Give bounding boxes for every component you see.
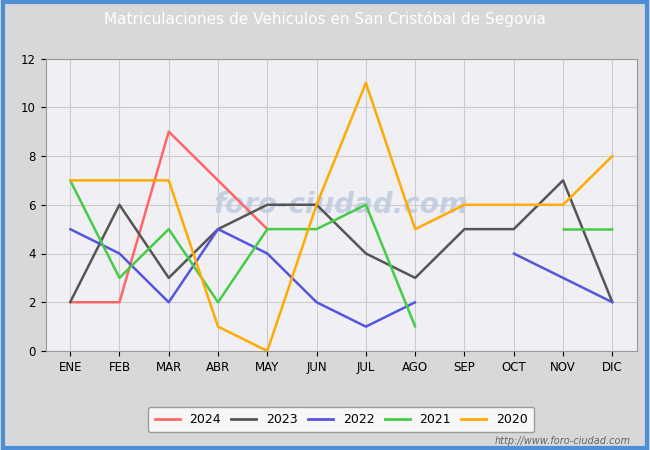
2020 (510, 202, 517, 207)
2021 (559, 226, 567, 232)
2020 (608, 153, 616, 159)
2020 (263, 348, 271, 354)
2023 (165, 275, 173, 281)
2023 (461, 226, 469, 232)
2020 (362, 80, 370, 86)
2020 (559, 202, 567, 207)
2020 (214, 324, 222, 329)
2020 (66, 178, 74, 183)
2023 (510, 226, 517, 232)
2021 (608, 226, 616, 232)
2020 (116, 178, 124, 183)
2023 (214, 226, 222, 232)
2023 (66, 300, 74, 305)
Text: http://www.foro-ciudad.com: http://www.foro-ciudad.com (495, 436, 630, 446)
Line: 2023: 2023 (70, 180, 612, 302)
2023 (263, 202, 271, 207)
2020 (313, 202, 320, 207)
2023 (313, 202, 320, 207)
2022 (559, 275, 567, 281)
Line: 2020: 2020 (70, 83, 612, 351)
2023 (559, 178, 567, 183)
2022 (510, 251, 517, 256)
2020 (411, 226, 419, 232)
2023 (411, 275, 419, 281)
2023 (362, 251, 370, 256)
Text: Matriculaciones de Vehiculos en San Cristóbal de Segovia: Matriculaciones de Vehiculos en San Cris… (104, 11, 546, 27)
Text: foro-ciudad.com: foro-ciudad.com (214, 191, 469, 219)
2020 (461, 202, 469, 207)
2020 (165, 178, 173, 183)
2022 (608, 300, 616, 305)
Line: 2022: 2022 (514, 253, 612, 302)
2023 (116, 202, 124, 207)
Legend: 2024, 2023, 2022, 2021, 2020: 2024, 2023, 2022, 2021, 2020 (148, 407, 534, 432)
2023 (608, 300, 616, 305)
